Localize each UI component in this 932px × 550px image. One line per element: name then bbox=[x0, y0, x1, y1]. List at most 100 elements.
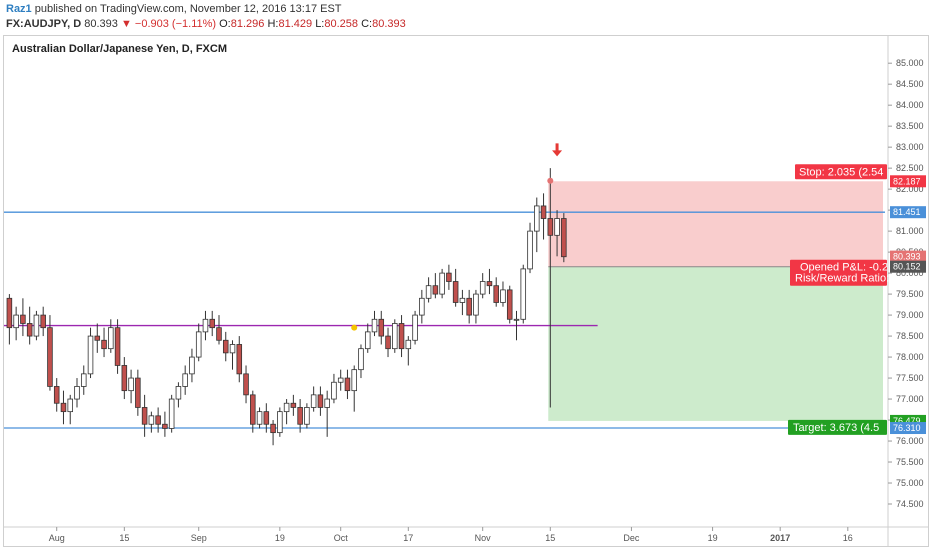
x-tick-label: 2017 bbox=[770, 533, 790, 543]
candle-body bbox=[33, 314, 40, 337]
y-tick-label: 82.000 bbox=[896, 184, 924, 194]
y-tick-label: 84.500 bbox=[896, 79, 924, 89]
y-tick-label: 81.000 bbox=[896, 226, 924, 236]
candle-body bbox=[405, 339, 412, 350]
candle-body bbox=[337, 377, 344, 383]
y-tick-label: 83.500 bbox=[896, 121, 924, 131]
y-tick-label: 77.000 bbox=[896, 394, 924, 404]
x-tick-label: 16 bbox=[843, 533, 853, 543]
price-label-text: 80.152 bbox=[893, 262, 921, 272]
y-tick-label: 78.500 bbox=[896, 331, 924, 341]
target-label-box bbox=[788, 419, 887, 435]
candle-body bbox=[561, 218, 567, 258]
candle-body bbox=[493, 285, 499, 303]
candle-body bbox=[547, 218, 554, 236]
down-arrow-icon: ▼ bbox=[120, 18, 132, 30]
signal-dot bbox=[351, 324, 358, 331]
candle-body bbox=[473, 293, 479, 316]
candle-body bbox=[513, 318, 520, 321]
candle-body bbox=[500, 289, 506, 303]
candle-body bbox=[189, 356, 195, 375]
chart-frame bbox=[3, 35, 929, 547]
candle-body bbox=[26, 323, 33, 337]
candle-body bbox=[40, 314, 46, 329]
candle-body bbox=[13, 314, 19, 329]
candle-body bbox=[554, 218, 560, 236]
risk-reward-text: Risk/Reward Ratio: bbox=[795, 273, 889, 285]
candle-body bbox=[506, 289, 513, 320]
y-tick-label: 85.000 bbox=[896, 58, 924, 68]
chart-title: Australian Dollar/Japanese Yen, D, FXCM bbox=[12, 43, 227, 55]
candle-body bbox=[310, 394, 317, 408]
x-tick-label: 19 bbox=[708, 533, 718, 543]
candle-body bbox=[425, 285, 432, 299]
open-value: 81.296 bbox=[230, 18, 265, 30]
x-tick-label: 15 bbox=[545, 533, 555, 543]
candle-body bbox=[527, 230, 533, 270]
candle-body bbox=[304, 407, 310, 425]
low-label: L: bbox=[315, 18, 325, 30]
candle-body bbox=[202, 318, 209, 333]
candle-body bbox=[250, 394, 256, 425]
target-zone bbox=[548, 266, 883, 421]
ohlc-line: FX:AUDJPY, D 80.393 ▼ −0.903 (−1.11%) O:… bbox=[6, 18, 406, 30]
candle-body bbox=[364, 331, 371, 350]
candle-body bbox=[155, 415, 161, 425]
low-value: 80.258 bbox=[324, 18, 359, 30]
x-tick-label: 15 bbox=[119, 533, 129, 543]
x-tick-label: 19 bbox=[275, 533, 285, 543]
candle-body bbox=[80, 373, 87, 387]
candle-body bbox=[270, 423, 276, 434]
y-tick-label: 75.500 bbox=[896, 457, 924, 467]
y-tick-label: 74.500 bbox=[896, 499, 924, 509]
candle-body bbox=[324, 398, 330, 408]
x-tick-label: Sep bbox=[191, 533, 207, 543]
candle-body bbox=[466, 297, 472, 316]
candle-body bbox=[101, 339, 107, 350]
candle-body bbox=[108, 327, 114, 350]
price-label-box bbox=[890, 250, 926, 263]
candle-body bbox=[128, 377, 134, 392]
candle-body bbox=[452, 281, 459, 303]
down-arrow-icon bbox=[552, 143, 563, 157]
stop-label-text: Stop: 2.035 (2.54 bbox=[799, 166, 883, 178]
candle-body bbox=[520, 268, 527, 320]
y-tick-label: 77.500 bbox=[896, 373, 924, 383]
candle-body bbox=[175, 386, 182, 400]
candle-body bbox=[60, 402, 67, 413]
candle-body bbox=[317, 394, 324, 408]
candle-body bbox=[419, 297, 425, 316]
candle-body bbox=[412, 314, 418, 341]
signal-dot bbox=[547, 177, 554, 184]
y-tick-label: 82.500 bbox=[896, 163, 924, 173]
candle-body bbox=[392, 323, 398, 350]
candle-body bbox=[297, 407, 303, 425]
x-tick-label: Oct bbox=[334, 533, 349, 543]
candle-body bbox=[229, 344, 236, 354]
x-tick-label: Dec bbox=[623, 533, 640, 543]
candle-body bbox=[209, 318, 215, 329]
y-tick-label: 83.000 bbox=[896, 142, 924, 152]
price-label-text: 81.451 bbox=[893, 207, 921, 217]
candle-body bbox=[283, 402, 290, 413]
x-tick-label: 17 bbox=[403, 533, 413, 543]
candle-body bbox=[344, 377, 351, 392]
stop-zone bbox=[548, 181, 883, 267]
candle-body bbox=[378, 318, 385, 337]
price-label-text: 80.393 bbox=[893, 252, 921, 262]
candle-body bbox=[290, 402, 297, 408]
author-link[interactable]: Raz1 bbox=[6, 3, 32, 15]
candle-body bbox=[385, 335, 391, 350]
candle-body bbox=[486, 281, 493, 287]
candle-body bbox=[195, 331, 202, 358]
candle-body bbox=[351, 369, 357, 392]
candle-body bbox=[182, 373, 188, 387]
candle-body bbox=[236, 344, 243, 375]
candle-body bbox=[277, 411, 283, 434]
candle-body bbox=[534, 205, 540, 232]
candle-body bbox=[20, 314, 26, 324]
candle-body bbox=[398, 323, 405, 350]
candle-body bbox=[540, 205, 547, 219]
candle-body bbox=[148, 415, 155, 425]
